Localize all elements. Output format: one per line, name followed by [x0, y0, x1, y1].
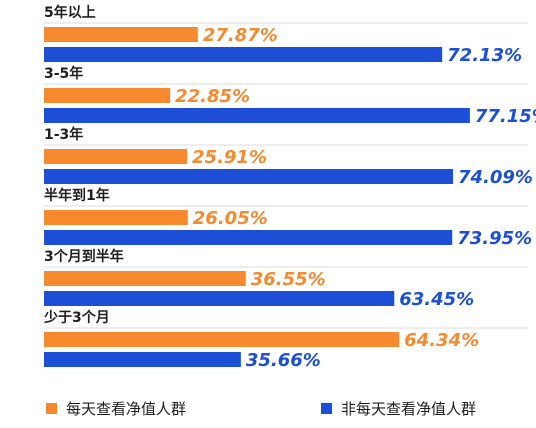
- bar-daily-half-to-1y: [44, 210, 188, 225]
- value-label-non-daily-3m-to-half: 63.45%: [399, 289, 474, 310]
- bar-non-daily-under-3m: [44, 352, 241, 367]
- value-label-non-daily-half-to-1y: 73.95%: [457, 228, 532, 249]
- legend-swatch-non-daily: [321, 403, 332, 414]
- legend-label-non-daily: 非每天查看净值人群: [341, 400, 476, 418]
- value-label-non-daily-under-3m: 35.66%: [246, 350, 321, 371]
- bar-daily-under-3m: [44, 332, 400, 347]
- category-label-1-3y: 1-3年: [44, 126, 83, 143]
- legend-label-daily: 每天查看净值人群: [66, 400, 186, 418]
- value-label-daily-5y-plus: 27.87%: [203, 25, 278, 46]
- bar-daily-5y-plus: [44, 27, 198, 42]
- value-label-daily-3m-to-half: 36.55%: [251, 269, 326, 290]
- bar-daily-3m-to-half: [44, 271, 246, 286]
- chart-legend: 每天查看净值人群 非每天查看净值人群: [46, 400, 476, 418]
- value-label-daily-under-3m: 64.34%: [404, 330, 479, 351]
- bar-daily-3-5y: [44, 88, 171, 103]
- legend-swatch-daily: [46, 403, 57, 414]
- value-label-non-daily-1-3y: 74.09%: [458, 167, 533, 188]
- value-label-daily-1-3y: 25.91%: [192, 147, 267, 168]
- bar-daily-1-3y: [44, 149, 188, 164]
- value-label-non-daily-5y-plus: 72.13%: [447, 45, 522, 66]
- value-label-non-daily-3-5y: 77.15%: [475, 106, 536, 127]
- bar-non-daily-3-5y: [44, 108, 470, 123]
- category-label-under-3m: 少于3个月: [43, 309, 110, 326]
- bar-non-daily-3m-to-half: [44, 291, 395, 306]
- category-label-3-5y: 3-5年: [44, 65, 83, 82]
- category-label-3m-to-half: 3个月到半年: [44, 248, 124, 265]
- category-label-5y-plus: 5年以上: [44, 4, 96, 21]
- bar-non-daily-half-to-1y: [44, 230, 453, 245]
- category-label-half-to-1y: 半年到1年: [44, 187, 110, 204]
- bar-non-daily-1-3y: [44, 169, 453, 184]
- chart-rows: 5年以上 27.87% 72.13% 3-5年 22.85% 77.15% 1-3年 25.9…: [43, 4, 536, 371]
- bar-non-daily-5y-plus: [44, 47, 443, 62]
- value-label-daily-3-5y: 22.85%: [175, 86, 250, 107]
- value-label-daily-half-to-1y: 26.05%: [193, 208, 268, 229]
